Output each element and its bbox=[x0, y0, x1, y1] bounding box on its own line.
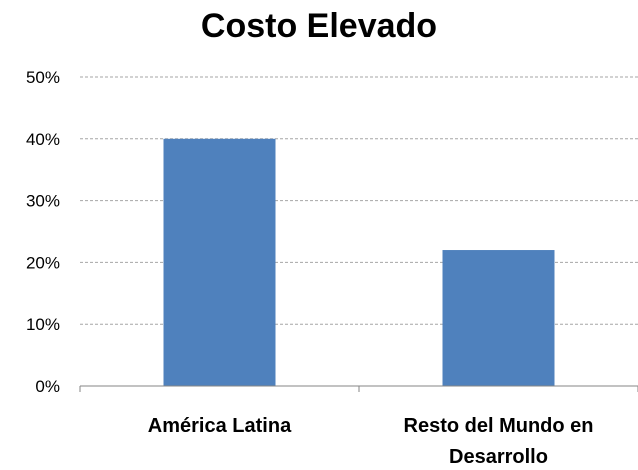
y-tick-label: 0% bbox=[35, 377, 60, 396]
bar bbox=[442, 250, 555, 386]
y-tick-label: 40% bbox=[26, 130, 60, 149]
x-axis-ticks bbox=[79, 386, 638, 392]
y-tick-label: 30% bbox=[26, 192, 60, 211]
chart-title: Costo Elevado bbox=[200, 7, 438, 45]
bar bbox=[163, 138, 276, 386]
bars bbox=[163, 138, 555, 386]
category-label: América Latina bbox=[148, 415, 292, 437]
category-labels: América Latina Resto del Mundo en Desarrol… bbox=[148, 415, 594, 468]
y-tick-label: 20% bbox=[26, 253, 60, 272]
y-tick-label: 50% bbox=[26, 68, 60, 87]
category-label: Resto del Mundo en Desarrollo bbox=[404, 415, 594, 468]
y-axis-tick-labels: 0% 10% 20% 30% 40% 50% bbox=[26, 68, 60, 396]
y-tick-label: 10% bbox=[26, 315, 60, 334]
